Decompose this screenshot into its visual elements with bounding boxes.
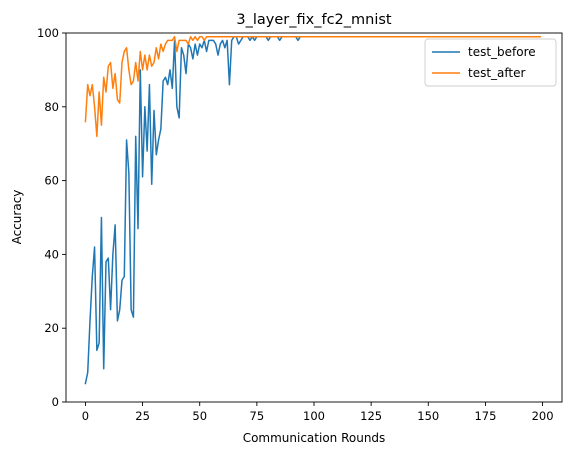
series-line-test-after: [84, 35, 542, 138]
x-tick-label: 175: [474, 409, 496, 423]
legend-label: test_after: [468, 66, 526, 80]
x-tick-label: 100: [303, 409, 325, 423]
legend-label: test_before: [468, 45, 536, 59]
x-axis-label: Communication Rounds: [243, 431, 386, 445]
axis-ticks: 0 25 50 75 100 125 150 175 200 0 20 40 60 80 100: [37, 26, 554, 423]
series-line-test-before: [84, 35, 542, 385]
x-tick-label: 75: [250, 409, 265, 423]
y-tick-label: 60: [44, 174, 59, 188]
x-tick-label: 125: [360, 409, 382, 423]
y-tick-label: 100: [37, 26, 59, 40]
y-tick-label: 0: [52, 395, 59, 409]
legend: test_before test_after: [424, 38, 557, 87]
series-lines: [84, 35, 542, 385]
y-tick-label: 20: [44, 321, 59, 335]
plot-frame: [65, 32, 563, 403]
x-tick-label: 200: [532, 409, 554, 423]
legend-box: [424, 38, 557, 87]
x-tick-label: 50: [192, 409, 207, 423]
y-axis-label: Accuracy: [10, 190, 24, 245]
x-tick-label: 25: [135, 409, 150, 423]
y-tick-label: 40: [44, 247, 59, 261]
y-tick-label: 80: [44, 100, 59, 114]
chart-title: 3_layer_fix_fc2_mnist: [236, 12, 392, 28]
x-tick-label: 150: [417, 409, 439, 423]
x-tick-label: 0: [82, 409, 89, 423]
